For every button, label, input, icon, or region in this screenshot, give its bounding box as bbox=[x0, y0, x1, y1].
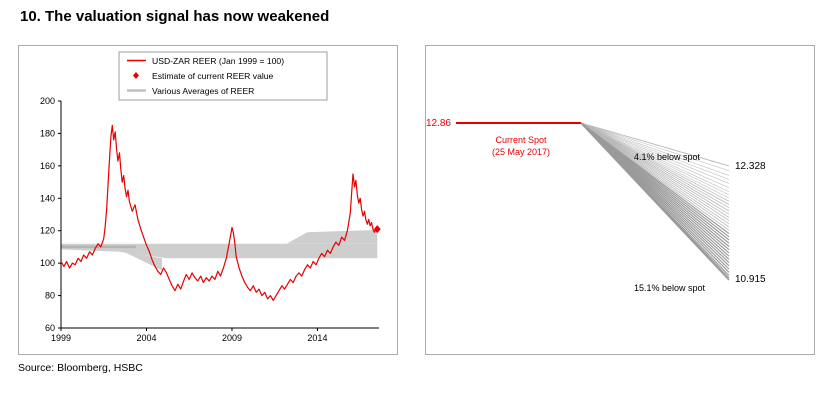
reer-chart-panel: 60 80 100 120 140 160 180 200 1999 2004 2009 2014 US… bbox=[18, 45, 398, 355]
svg-text:1999: 1999 bbox=[51, 333, 71, 343]
figure-title: 10. The valuation signal has now weakene… bbox=[20, 8, 330, 25]
averages-band bbox=[61, 229, 378, 271]
spot-fan-chart: 12.86 Current Spot (25 May 2017) 4.1% below… bbox=[426, 118, 766, 293]
svg-text:60: 60 bbox=[45, 323, 55, 333]
svg-text:2009: 2009 bbox=[222, 333, 242, 343]
lower-value-label: 10.915 bbox=[735, 274, 766, 285]
svg-text:Estimate of current REER value: Estimate of current REER value bbox=[152, 71, 274, 81]
lower-annotation: 15.1% below spot bbox=[634, 283, 706, 293]
svg-text:Various Averages of REER: Various Averages of REER bbox=[152, 86, 254, 96]
spot-annotation-line2: (25 May 2017) bbox=[492, 147, 550, 157]
svg-text:140: 140 bbox=[40, 193, 55, 203]
svg-text:200: 200 bbox=[40, 96, 55, 106]
svg-text:100: 100 bbox=[40, 258, 55, 268]
svg-text:USD-ZAR REER (Jan 1999 = 100): USD-ZAR REER (Jan 1999 = 100) bbox=[152, 56, 284, 66]
axes: 60 80 100 120 140 160 180 200 1999 2004 2009 2014 bbox=[40, 96, 379, 343]
upper-value-label: 12.328 bbox=[735, 161, 766, 172]
chart-legend: USD-ZAR REER (Jan 1999 = 100) Estimate of… bbox=[118, 51, 328, 101]
upper-annotation: 4.1% below spot bbox=[634, 152, 701, 162]
spot-annotation-line1: Current Spot bbox=[495, 135, 547, 145]
source-note: Source: Bloomberg, HSBC bbox=[18, 362, 143, 374]
estimate-diamond-marker bbox=[373, 225, 381, 234]
spot-fan-chart-panel: 12.86 Current Spot (25 May 2017) 4.1% below… bbox=[425, 45, 815, 355]
svg-text:180: 180 bbox=[40, 128, 55, 138]
svg-text:160: 160 bbox=[40, 161, 55, 171]
svg-text:2004: 2004 bbox=[136, 333, 156, 343]
svg-text:80: 80 bbox=[45, 291, 55, 301]
reer-line-chart: 60 80 100 120 140 160 180 200 1999 2004 2009 2014 US… bbox=[40, 51, 381, 343]
spot-value-label: 12.86 bbox=[426, 118, 451, 129]
fan-annotations: 4.1% below spot 12.328 15.1% below spot 10.… bbox=[634, 152, 766, 293]
current-spot-line: 12.86 Current Spot (25 May 2017) bbox=[426, 118, 581, 157]
svg-text:120: 120 bbox=[40, 226, 55, 236]
svg-text:2014: 2014 bbox=[307, 333, 327, 343]
fan-lines bbox=[580, 122, 730, 281]
reer-series bbox=[60, 124, 381, 301]
